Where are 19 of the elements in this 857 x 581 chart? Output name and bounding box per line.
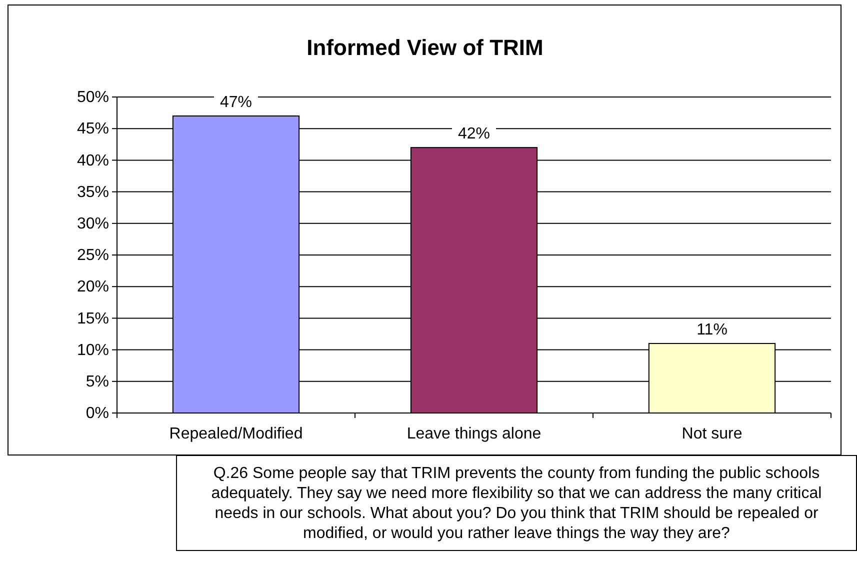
x-tick-label: Leave things alone [406,425,542,442]
data-label: 47% [220,94,252,111]
data-label: 42% [458,126,490,143]
y-tick-label: 40% [76,152,109,170]
x-tick-label: Not sure [682,425,742,442]
data-label: 11% [696,321,728,338]
y-tick-label: 20% [76,278,109,296]
y-tick-label: 15% [76,310,109,328]
y-tick-label: 30% [76,216,109,233]
y-tick-label: 0% [86,405,109,422]
y-tick-label: 35% [76,184,109,201]
y-tick-label: 25% [76,247,109,264]
x-tick-label: Repealed/Modified [169,425,303,442]
y-tick-label: 10% [76,342,109,359]
y-tick-label: 50% [76,89,109,106]
y-tick-label: 45% [76,120,109,138]
text: Q.26 Some people say that TRIM prevents the county from funding the public schools adequately. They say we need more flexibility so that we can address the many critical needs in our schools. What about you? Do you think that TRIM should be repealed or modified, or would you rather leave things the way they are? [176,455,857,551]
chart-title: Informed View of TRIM [306,35,544,60]
y-tick-label: 5% [86,374,109,391]
